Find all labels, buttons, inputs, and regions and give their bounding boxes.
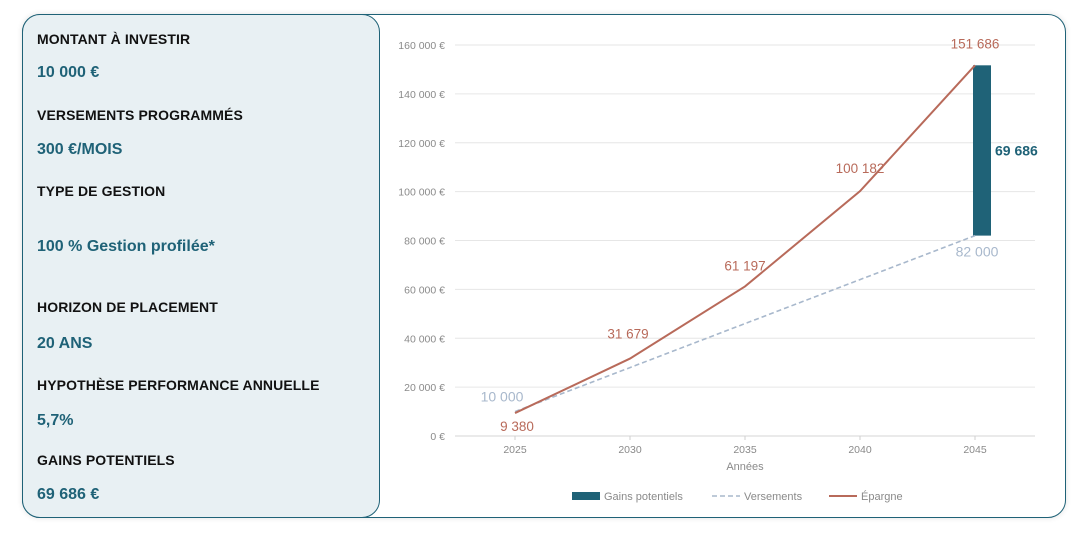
x-tick-label: 2035 (733, 444, 757, 456)
y-tick-label: 160 000 € (398, 40, 445, 52)
summary-panel (22, 14, 380, 518)
epargne-data-label: 31 679 (607, 327, 648, 342)
potential-gains-label: GAINS POTENTIELS (37, 452, 175, 468)
x-axis-title: Années (726, 461, 764, 473)
y-tick-label: 0 € (430, 431, 445, 443)
epargne-line (514, 64, 976, 414)
potential-gains-value: 69 686 € (37, 486, 100, 503)
scheduled-payments-label: VERSEMENTS PROGRAMMÉS (37, 107, 243, 123)
x-tick-label: 2040 (848, 444, 872, 456)
horizon-label: HORIZON DE PLACEMENT (37, 299, 218, 315)
x-tick-label: 2030 (618, 444, 642, 456)
legend-label-gains: Gains potentiels (604, 491, 683, 503)
performance-value: 5,7% (37, 412, 74, 429)
amount-label: MONTANT À INVESTIR (37, 31, 191, 47)
management-type-value: 100 % Gestion profilée* (37, 238, 215, 255)
y-tick-label: 20 000 € (404, 382, 445, 394)
horizon-value: 20 ANS (37, 335, 93, 352)
y-tick-label: 40 000 € (404, 333, 445, 345)
epargne-data-label: 9 380 (500, 419, 534, 434)
x-tick-label: 2025 (503, 444, 527, 456)
amount-value: 10 000 € (37, 64, 100, 81)
y-tick-label: 60 000 € (404, 284, 445, 296)
epargne-data-label: 100 182 (836, 161, 885, 176)
management-type-label: TYPE DE GESTION (37, 183, 166, 199)
performance-label: HYPOTHÈSE PERFORMANCE ANNUELLE (37, 377, 320, 393)
epargne-data-label: 61 197 (724, 258, 765, 273)
legend-label-versements: Versements (744, 491, 803, 503)
legend-label-epargne: Épargne (861, 490, 903, 503)
legend-swatch-gains (572, 492, 600, 500)
versements-data-label: 10 000 (481, 389, 524, 405)
x-tick-label: 2045 (963, 444, 987, 456)
versements-line (514, 234, 976, 413)
gains-data-label: 69 686 (995, 142, 1038, 158)
y-tick-label: 120 000 € (398, 138, 445, 150)
scheduled-payments-value: 300 €/MOIS (37, 141, 123, 158)
y-tick-label: 140 000 € (398, 89, 445, 101)
epargne-data-label: 151 686 (951, 36, 1000, 51)
gains-bar (973, 65, 991, 236)
versements-data-label: 82 000 (956, 244, 999, 260)
y-tick-label: 80 000 € (404, 236, 445, 248)
y-tick-label: 100 000 € (398, 187, 445, 199)
